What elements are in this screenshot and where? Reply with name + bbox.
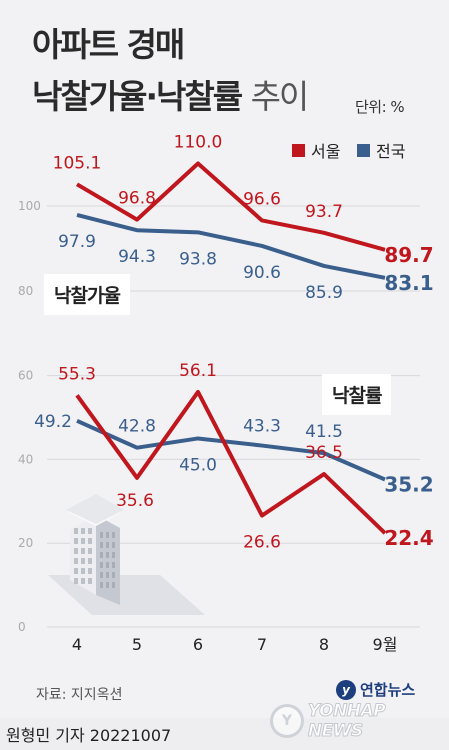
series-line-national (76, 212, 386, 280)
y-tick-label: 0 (18, 620, 26, 634)
x-tick-label: 8 (319, 635, 329, 654)
data-label-seoul: 93.7 (305, 202, 343, 222)
legend-label-national: 전국 (376, 142, 406, 161)
data-label-seoul: 56.1 (179, 361, 217, 381)
data-label-seoul: 55.3 (58, 364, 96, 384)
byline: 원형민 기자 20221007 (6, 726, 172, 745)
unit-label: 단위: % (355, 98, 405, 116)
watermark-logo-icon: Y (270, 704, 304, 738)
data-label-national: 94.3 (118, 247, 156, 267)
chart-canvas: 4 5 6 7 8 9월 80 100 105.1 96.8 110.0 96.6 93.7 89.7 97… (18, 133, 434, 655)
legend-item-national: 전국 (357, 138, 405, 162)
data-label-seoul: 96.8 (118, 189, 156, 209)
data-label-national: 83.1 (384, 271, 433, 295)
data-label-national: 90.6 (243, 263, 281, 283)
panel-label-sale-rate: 낙찰률 (322, 374, 392, 415)
data-label-seoul: 22.4 (384, 526, 433, 550)
data-label-national: 49.2 (34, 412, 72, 432)
series-line-seoul (75, 161, 386, 252)
x-tick-label: 5 (132, 635, 142, 654)
title-bold: 낙찰가율·낙찰률 (32, 77, 243, 116)
data-label-seoul: 110.0 (174, 133, 223, 153)
source-text: 자료: 지지옥션 (36, 687, 123, 703)
legend-swatch-seoul (292, 143, 305, 157)
legend-swatch-national (357, 143, 370, 157)
series-line-seoul (75, 389, 387, 535)
title-light: 추이 (250, 77, 310, 116)
y-tick-label: 40 (18, 452, 33, 466)
x-tick-label: 7 (257, 635, 267, 654)
brand-text: 연합뉴스 (360, 681, 416, 699)
data-label-national: 45.0 (179, 455, 217, 475)
data-label-seoul: 96.6 (243, 189, 281, 209)
data-label-seoul: 105.1 (53, 153, 102, 173)
data-label-national: 93.8 (179, 249, 217, 269)
watermark-text: YONHAP NEWS (307, 701, 386, 742)
title-line-1: 아파트 경매 (32, 25, 185, 64)
watermark: Y YONHAP NEWS (270, 701, 445, 742)
data-label-national: 85.9 (305, 283, 343, 303)
panel-label-bid-price-ratio: 낙찰가율 (44, 274, 130, 315)
legend-label-seoul: 서울 (311, 142, 341, 161)
data-label-seoul: 26.6 (243, 533, 281, 553)
data-label-national: 97.9 (58, 232, 96, 252)
x-tick-label: 9월 (373, 635, 398, 654)
x-tick-label: 6 (193, 635, 203, 654)
legend-item-seoul: 서울 (292, 138, 340, 162)
y-tick-label: 80 (18, 284, 33, 298)
data-label-seoul: 35.6 (116, 491, 154, 511)
data-label-national: 35.2 (384, 473, 433, 497)
data-label-seoul: 89.7 (384, 243, 433, 267)
data-label-national: 42.8 (118, 417, 156, 437)
data-label-national: 43.3 (243, 417, 281, 437)
series-line-national (76, 419, 386, 482)
title-line-2: 낙찰가율·낙찰률 추이 (32, 77, 310, 116)
y-tick-label: 60 (18, 369, 33, 383)
y-tick-label: 100 (18, 199, 41, 213)
data-label-national: 41.5 (305, 422, 343, 442)
yonhap-logo-icon: y (336, 679, 356, 700)
apartment-building-icon (48, 494, 205, 615)
y-tick-label: 20 (18, 536, 33, 550)
x-tick-label: 4 (72, 635, 82, 654)
brand-logo: y 연합뉴스 (336, 679, 415, 700)
